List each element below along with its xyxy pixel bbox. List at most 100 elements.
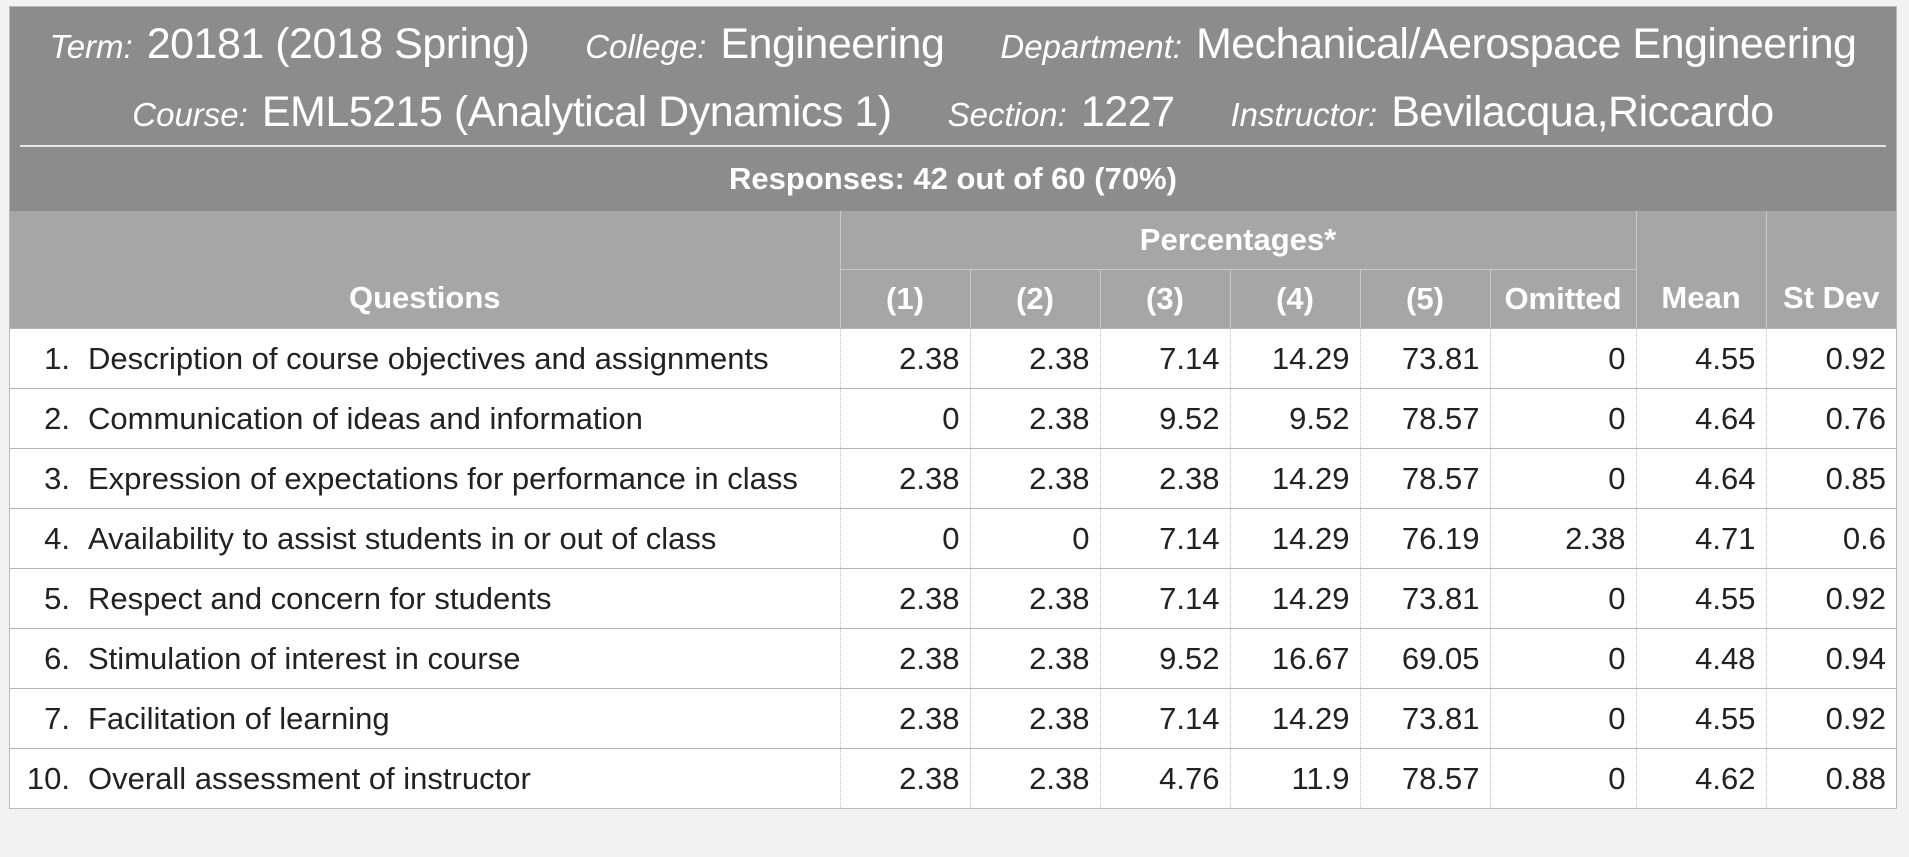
pct-2-cell: 2.38 bbox=[969, 748, 1100, 808]
question-cell: 5. Respect and concern for students bbox=[10, 568, 840, 629]
omitted-cell: 0 bbox=[1489, 448, 1637, 509]
pct-1-cell: 2.38 bbox=[839, 688, 970, 749]
pct-2-cell: 0 bbox=[969, 508, 1100, 569]
mean-cell: 4.48 bbox=[1635, 628, 1767, 689]
pct-1-cell: 0 bbox=[839, 508, 970, 569]
course-value: EML5215 (Analytical Dynamics 1) bbox=[261, 88, 892, 136]
pct-5-cell: 73.81 bbox=[1359, 328, 1490, 389]
question-cell: 6. Stimulation of interest in course bbox=[10, 628, 840, 689]
pct-4-cell: 14.29 bbox=[1229, 568, 1360, 629]
table-row: 7. Facilitation of learning 2.38 2.38 7.14 14… bbox=[10, 688, 1897, 749]
pct-3-cell: 7.14 bbox=[1099, 568, 1230, 629]
instructor-field: Instructor: Bevilacqua,Riccardo bbox=[1230, 79, 1775, 148]
pct-5-cell: 76.19 bbox=[1359, 508, 1490, 569]
mean-cell: 4.55 bbox=[1635, 568, 1767, 629]
report-header: Term: 20181 (2018 Spring) College: Enginee… bbox=[10, 7, 1896, 211]
question-cell: 1. Description of course objectives and a… bbox=[10, 328, 840, 389]
section-label: Section: bbox=[947, 96, 1067, 133]
stdev-cell: 0.94 bbox=[1765, 628, 1897, 689]
percentages-header: Percentages* bbox=[839, 211, 1637, 270]
mean-cell: 4.64 bbox=[1635, 388, 1767, 449]
pct-1-cell: 2.38 bbox=[839, 568, 970, 629]
college-label: College: bbox=[585, 28, 707, 65]
term-value: 20181 (2018 Spring) bbox=[146, 20, 530, 68]
question-text: Facilitation of learning bbox=[88, 700, 390, 736]
pct-2-cell: 2.38 bbox=[969, 568, 1100, 629]
question-text: Communication of ideas and information bbox=[88, 400, 643, 436]
pct-5-cell: 78.57 bbox=[1359, 748, 1490, 808]
questions-header: Questions bbox=[10, 211, 840, 329]
question-cell: 4. Availability to assist students in or … bbox=[10, 508, 840, 569]
pct-4-cell: 14.29 bbox=[1229, 328, 1360, 389]
stdev-cell: 0.92 bbox=[1765, 568, 1897, 629]
stdev-cell: 0.6 bbox=[1765, 508, 1897, 569]
college-value: Engineering bbox=[720, 20, 945, 68]
course-field: Course: EML5215 (Analytical Dynamics 1) bbox=[132, 79, 892, 148]
term-field: Term: 20181 (2018 Spring) bbox=[50, 9, 530, 82]
question-cell: 7. Facilitation of learning bbox=[10, 688, 840, 749]
stdev-cell: 0.92 bbox=[1765, 688, 1897, 749]
pct-4-cell: 9.52 bbox=[1229, 388, 1360, 449]
table-row: 4. Availability to assist students in or … bbox=[10, 508, 1897, 569]
section-value: 1227 bbox=[1080, 88, 1175, 136]
question-cell: 2. Communication of ideas and information bbox=[10, 388, 840, 449]
pct-3-cell: 7.14 bbox=[1099, 508, 1230, 569]
col-header-1: (1) bbox=[839, 269, 970, 329]
pct-3-cell: 7.14 bbox=[1099, 688, 1230, 749]
question-text: Expression of expectations for performan… bbox=[88, 460, 798, 496]
department-field: Department: Mechanical/Aerospace Engineer… bbox=[1000, 9, 1857, 82]
pct-4-cell: 11.9 bbox=[1229, 748, 1360, 808]
stdev-cell: 0.76 bbox=[1765, 388, 1897, 449]
omitted-cell: 0 bbox=[1489, 328, 1637, 389]
department-label: Department: bbox=[1000, 28, 1182, 65]
pct-2-cell: 2.38 bbox=[969, 388, 1100, 449]
mean-cell: 4.71 bbox=[1635, 508, 1767, 569]
header-line-1: Term: 20181 (2018 Spring) College: Enginee… bbox=[20, 7, 1886, 79]
question-text: Stimulation of interest in course bbox=[88, 640, 521, 676]
omitted-cell: 0 bbox=[1489, 568, 1637, 629]
question-number: 1. bbox=[44, 340, 70, 376]
results-table: Questions Percentages* Mean St Dev (1) (… bbox=[10, 211, 1897, 808]
instructor-value: Bevilacqua,Riccardo bbox=[1391, 88, 1774, 136]
col-header-5: (5) bbox=[1359, 269, 1490, 329]
col-header-4: (4) bbox=[1229, 269, 1360, 329]
department-value: Mechanical/Aerospace Engineering bbox=[1195, 20, 1857, 68]
stdev-cell: 0.88 bbox=[1765, 748, 1897, 808]
pct-5-cell: 78.57 bbox=[1359, 448, 1490, 509]
results-body: 1. Description of course objectives and a… bbox=[10, 328, 1897, 808]
table-row: 2. Communication of ideas and information… bbox=[10, 388, 1897, 449]
mean-cell: 4.64 bbox=[1635, 448, 1767, 509]
question-number: 4. bbox=[44, 520, 70, 556]
question-text: Overall assessment of instructor bbox=[88, 760, 531, 796]
mean-cell: 4.55 bbox=[1635, 688, 1767, 749]
pct-1-cell: 2.38 bbox=[839, 328, 970, 389]
pct-2-cell: 2.38 bbox=[969, 688, 1100, 749]
col-header-2: (2) bbox=[969, 269, 1100, 329]
question-cell: 10. Overall assessment of instructor bbox=[10, 748, 840, 808]
pct-5-cell: 73.81 bbox=[1359, 688, 1490, 749]
pct-5-cell: 78.57 bbox=[1359, 388, 1490, 449]
pct-1-cell: 2.38 bbox=[839, 628, 970, 689]
omitted-cell: 0 bbox=[1489, 388, 1637, 449]
table-row: 3. Expression of expectations for perform… bbox=[10, 448, 1897, 509]
question-number: 5. bbox=[44, 580, 70, 616]
pct-1-cell: 2.38 bbox=[839, 748, 970, 808]
pct-5-cell: 73.81 bbox=[1359, 568, 1490, 629]
pct-3-cell: 4.76 bbox=[1099, 748, 1230, 808]
mean-cell: 4.55 bbox=[1635, 328, 1767, 389]
pct-3-cell: 7.14 bbox=[1099, 328, 1230, 389]
table-row: 6. Stimulation of interest in course 2.38 2… bbox=[10, 628, 1897, 689]
stdev-cell: 0.85 bbox=[1765, 448, 1897, 509]
question-cell: 3. Expression of expectations for perform… bbox=[10, 448, 840, 509]
omitted-cell: 0 bbox=[1489, 688, 1637, 749]
pct-4-cell: 14.29 bbox=[1229, 448, 1360, 509]
question-number: 7. bbox=[44, 700, 70, 736]
pct-2-cell: 2.38 bbox=[969, 628, 1100, 689]
mean-cell: 4.62 bbox=[1635, 748, 1767, 808]
question-number: 10. bbox=[26, 760, 70, 796]
course-label: Course: bbox=[132, 96, 248, 133]
stdev-cell: 0.92 bbox=[1765, 328, 1897, 389]
pct-4-cell: 14.29 bbox=[1229, 688, 1360, 749]
pct-1-cell: 2.38 bbox=[839, 448, 970, 509]
instructor-label: Instructor: bbox=[1230, 96, 1378, 133]
